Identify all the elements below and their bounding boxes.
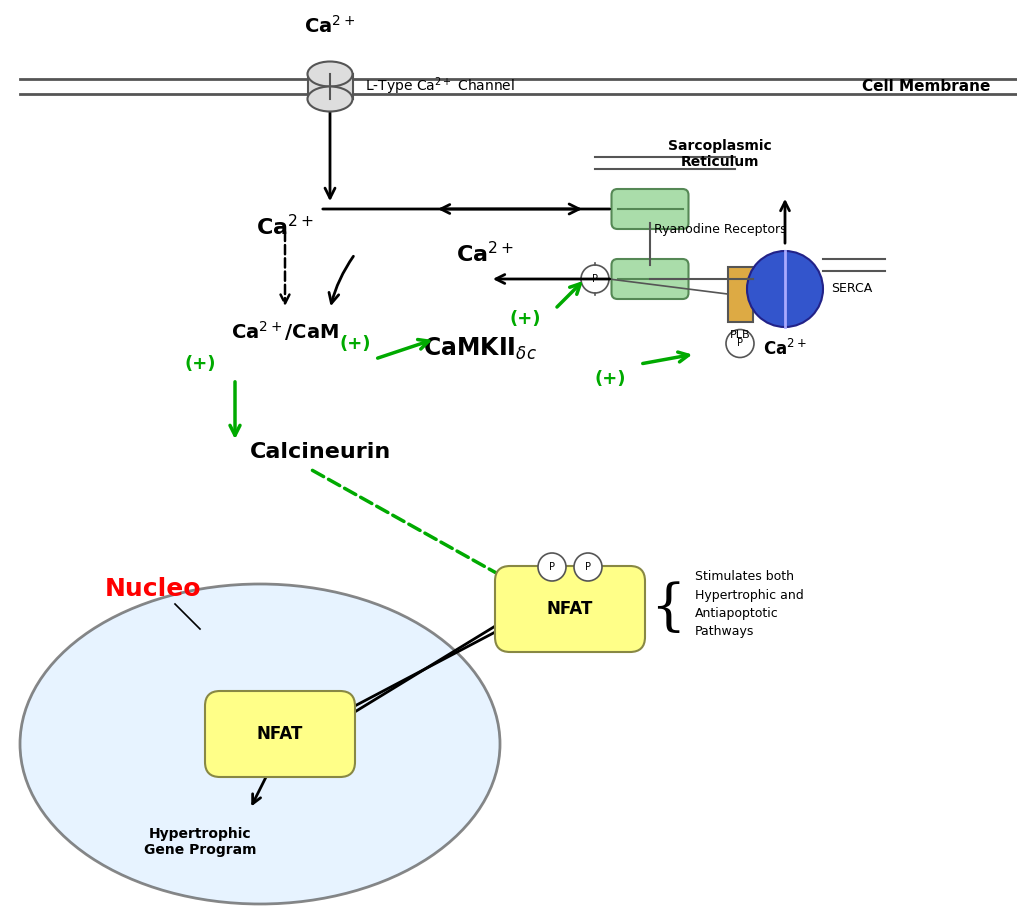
FancyBboxPatch shape	[611, 189, 689, 229]
Circle shape	[726, 330, 754, 357]
Text: Ca$^{2+}$: Ca$^{2+}$	[763, 338, 806, 358]
Text: Ca$^{2+}$: Ca$^{2+}$	[304, 16, 356, 37]
Text: P: P	[592, 274, 598, 284]
Text: SERCA: SERCA	[831, 282, 873, 295]
Ellipse shape	[20, 584, 500, 904]
Text: Hypertrophic
Gene Program: Hypertrophic Gene Program	[143, 827, 256, 857]
FancyBboxPatch shape	[495, 566, 645, 652]
Text: Ca$^{2+}$/CaM: Ca$^{2+}$/CaM	[231, 319, 339, 343]
Text: Nucleo: Nucleo	[105, 577, 201, 601]
Text: (+): (+)	[510, 310, 541, 328]
Text: PLB: PLB	[729, 330, 751, 339]
Text: (+): (+)	[594, 370, 625, 388]
Ellipse shape	[307, 61, 353, 87]
Text: Ca$^{2+}$: Ca$^{2+}$	[256, 214, 314, 239]
Circle shape	[538, 553, 566, 581]
Text: Ca$^{2+}$: Ca$^{2+}$	[456, 241, 514, 267]
Text: NFAT: NFAT	[547, 600, 593, 618]
Text: P: P	[737, 338, 743, 348]
Bar	[727, 267, 753, 322]
Text: P: P	[549, 562, 555, 572]
Ellipse shape	[307, 87, 353, 112]
Text: L-Type Ca$^{2+}$ Channel: L-Type Ca$^{2+}$ Channel	[365, 76, 515, 97]
Text: P: P	[585, 562, 591, 572]
Text: (+): (+)	[340, 335, 371, 353]
Text: {: {	[650, 581, 685, 636]
Text: CaMKII$_{\delta c}$: CaMKII$_{\delta c}$	[423, 336, 537, 362]
FancyBboxPatch shape	[611, 259, 689, 299]
Text: (+): (+)	[184, 355, 216, 373]
Text: Calcineurin: Calcineurin	[250, 442, 392, 462]
Text: Sarcoplasmic
Reticulum: Sarcoplasmic Reticulum	[668, 139, 772, 169]
Text: NFAT: NFAT	[257, 725, 303, 743]
Text: Ryanodine Receptors: Ryanodine Receptors	[654, 222, 786, 236]
Bar	[307, 74, 353, 99]
Circle shape	[747, 251, 823, 327]
FancyBboxPatch shape	[205, 691, 355, 777]
Circle shape	[581, 265, 609, 293]
Circle shape	[574, 553, 602, 581]
Text: Stimulates both
Hypertrophic and
Antiapoptotic
Pathways: Stimulates both Hypertrophic and Antiapo…	[695, 570, 803, 637]
Text: Cell Membrane: Cell Membrane	[861, 79, 990, 94]
